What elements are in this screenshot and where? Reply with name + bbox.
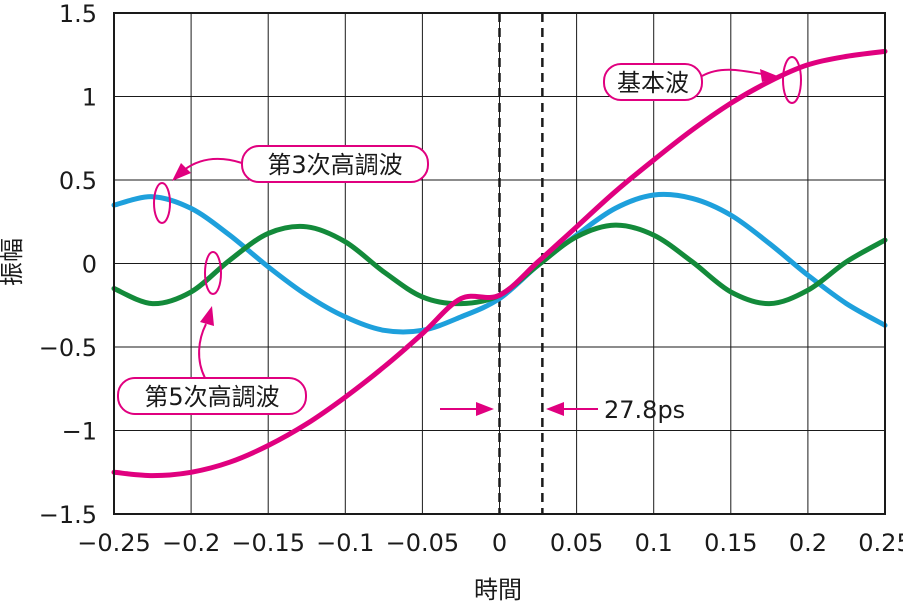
series-line-fundamental <box>111 48 888 479</box>
callout-fundamental-box <box>603 63 703 101</box>
delay-arrow-left-head <box>476 402 494 416</box>
x-tick-label: −0.05 <box>386 529 460 557</box>
callout-third-harmonic: 第3次高調波 <box>153 145 429 224</box>
x-tick-label: −0.1 <box>316 529 374 557</box>
series-line-third-harmonic <box>111 191 888 335</box>
x-tick-label: 0.25 <box>858 529 903 557</box>
callout-fundamental: 基本波 <box>603 56 802 104</box>
callout-fundamental-text: 基本波 <box>617 69 689 97</box>
callout-fundamental-leader <box>701 68 763 77</box>
callout-fifth-leader <box>198 323 207 379</box>
x-axis-title: 時間 <box>474 576 522 604</box>
callout-fifth-harmonic: 第5次高調波 <box>117 251 307 415</box>
x-tick-label: −0.15 <box>231 529 305 557</box>
plot-border <box>113 12 886 515</box>
y-tick-labels: 1.5 1 0.5 0 −0.5 −1 −1.5 <box>39 0 97 529</box>
callout-fifth-text: 第5次高調波 <box>144 383 279 411</box>
plot-frame <box>113 12 886 515</box>
callout-third-arrowhead <box>172 163 191 181</box>
x-tick-label: 0.1 <box>635 529 673 557</box>
y-tick-label: −1 <box>62 418 97 446</box>
x-tick-labels: −0.25 −0.2 −0.15 −0.1 −0.05 0 0.05 0.1 0.15 0.2 0.… <box>77 529 903 557</box>
y-tick-label: 0 <box>82 251 97 279</box>
series-lines <box>111 48 888 479</box>
callout-fundamental-ring <box>782 56 802 104</box>
x-tick-label: −0.25 <box>77 529 151 557</box>
callout-fifth-ring <box>204 251 222 295</box>
y-axis-title: 振幅 <box>0 238 26 286</box>
delay-label: 27.8ps <box>604 396 685 424</box>
callout-fundamental-arrowhead <box>760 69 780 82</box>
x-tick-label: 0 <box>492 529 507 557</box>
callout-third-box <box>241 145 429 183</box>
x-tick-label: 0.2 <box>789 529 827 557</box>
callout-fifth-arrowhead <box>200 306 214 326</box>
delay-arrow-right-head <box>546 402 564 416</box>
delay-markers <box>498 13 544 514</box>
y-tick-label: −1.5 <box>39 501 97 529</box>
y-tick-label: 1 <box>82 84 97 112</box>
y-tick-label: 1.5 <box>59 0 97 28</box>
callout-third-text: 第3次高調波 <box>267 151 402 179</box>
y-tick-label: −0.5 <box>39 334 97 362</box>
callout-third-leader <box>183 157 243 171</box>
y-tick-label: 0.5 <box>59 167 97 195</box>
callout-third-ring <box>153 182 171 224</box>
x-tick-label: 0.15 <box>704 529 757 557</box>
delay-annotation: 27.8ps <box>440 396 685 424</box>
callout-fifth-box <box>117 377 307 415</box>
x-tick-label: −0.2 <box>162 529 220 557</box>
x-tick-label: 0.05 <box>550 529 603 557</box>
